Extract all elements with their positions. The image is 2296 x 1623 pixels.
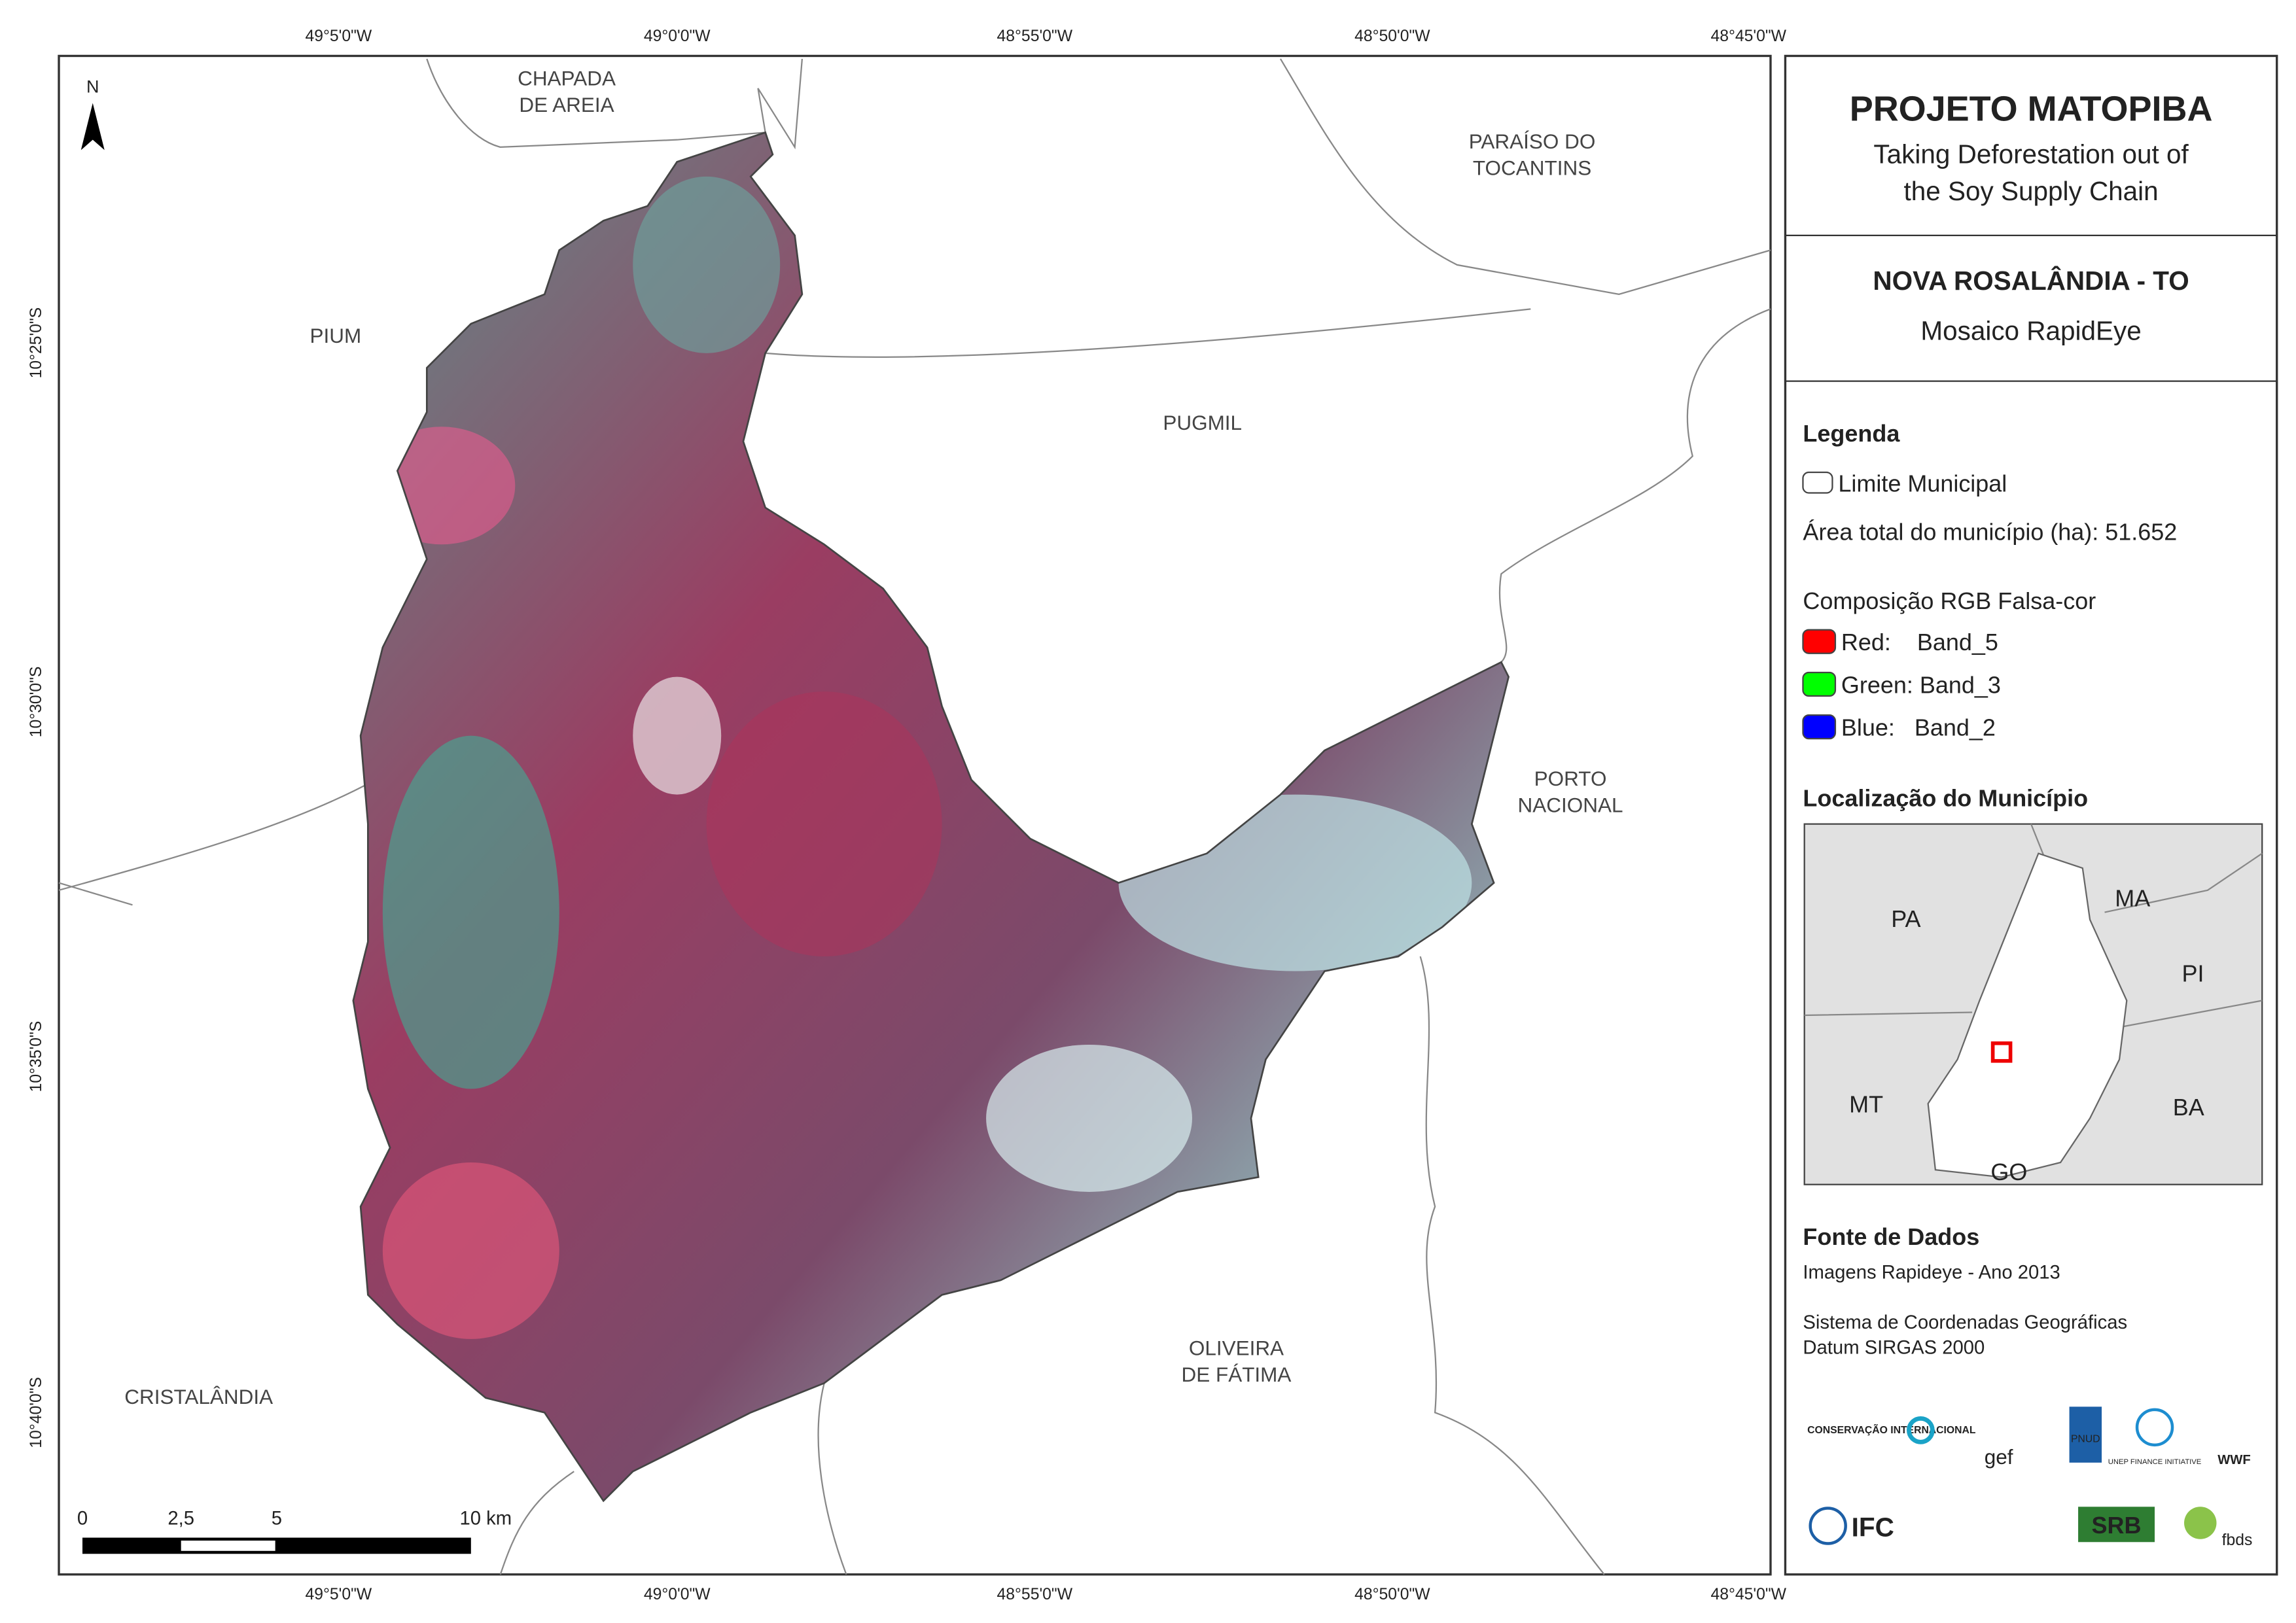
scale-bar: 0 2,5 5 10 km (77, 1508, 512, 1554)
boundaries (58, 58, 1771, 1575)
locator-label: BA (2173, 1094, 2204, 1121)
grid-label: 49°0'0"W (644, 27, 711, 45)
logo: CONSERVAÇÃO INTERNACIONAL (1807, 1423, 1976, 1436)
locator-label: MT (1849, 1091, 1883, 1117)
source-text: Imagens Rapideye - Ano 2013 (1803, 1263, 2060, 1283)
band-swatch (1802, 714, 1837, 740)
logo: PNUD (2071, 1433, 2100, 1444)
grid-labels: 49°5'0"W 49°0'0"W 48°55'0"W 48°50'0"W 48… (27, 27, 1787, 1603)
source-text: Sistema de Coordenadas Geográficas (1803, 1312, 2127, 1333)
band-label: Green: Band_3 (1841, 671, 2001, 698)
band-swatch (1802, 671, 1837, 697)
logo: gef (1985, 1445, 2013, 1469)
locator-label: MA (2115, 885, 2150, 912)
grid-label: 10°40'0"S (27, 1377, 45, 1448)
grid-label: 49°5'0"W (305, 27, 372, 45)
grid-label: 48°45'0"W (1710, 27, 1786, 45)
location-title: Localização do Município (1803, 785, 2088, 812)
place-name: CHAPADA (518, 66, 616, 90)
band-swatch (1802, 629, 1837, 654)
logo: UNEP FINANCE INITIATIVE (2108, 1458, 2202, 1466)
locator-map: PA MA PI MT BA GO (1803, 823, 2263, 1185)
grid-label: 10°30'0"S (27, 667, 45, 738)
source-text: Datum SIRGAS 2000 (1803, 1337, 1985, 1358)
scale-label: 0 (77, 1508, 88, 1529)
grid-label: 48°45'0"W (1710, 1586, 1786, 1603)
scale-label: 5 (272, 1508, 282, 1529)
place-name: PORTO (1534, 767, 1607, 790)
place-name: CRISTALÂNDIA (124, 1385, 273, 1408)
mosaic: Mosaico RapidEye (1920, 316, 2141, 346)
grid-label: 49°5'0"W (305, 1586, 372, 1603)
place-name: OLIVEIRA (1189, 1336, 1284, 1360)
logo: SRB (2092, 1512, 2142, 1539)
place-name: PUGMIL (1163, 411, 1242, 434)
composition: Composição RGB Falsa-cor (1803, 587, 2096, 614)
logo: IFC (1852, 1512, 1894, 1542)
grid-label: 49°0'0"W (644, 1586, 711, 1603)
grid-label: 48°50'0"W (1354, 27, 1430, 45)
place-name: PIUM (310, 324, 362, 347)
logos: CONSERVAÇÃO INTERNACIONAL gef PNUD UNEP … (1807, 1406, 2253, 1549)
place-name: NACIONAL (1518, 794, 1623, 817)
grid-label: 48°55'0"W (997, 1586, 1073, 1603)
grid-label: 48°50'0"W (1354, 1586, 1430, 1603)
band-label: Blue: Band_2 (1841, 714, 1996, 741)
place-name: TOCANTINS (1473, 156, 1591, 180)
panel-subtitle: the Soy Supply Chain (1903, 176, 2158, 206)
panel-title: PROJETO MATOPIBA (1850, 89, 2213, 128)
locator-label: PA (1891, 905, 1920, 932)
side-panel: PROJETO MATOPIBA Taking Deforestation ou… (1784, 54, 2278, 1576)
place-names: CHAPADA DE AREIA PARAÍSO DO TOCANTINS PI… (124, 66, 1623, 1408)
place-name: DE FÁTIMA (1181, 1363, 1291, 1386)
legend-title: Legenda (1803, 420, 1900, 447)
locator-label: PI (2182, 960, 2204, 986)
place-name: PARAÍSO DO (1469, 130, 1596, 153)
scale-label: 10 km (459, 1508, 512, 1529)
source-title: Fonte de Dados (1803, 1223, 1979, 1250)
scale-label: 2,5 (168, 1508, 194, 1529)
municipality: NOVA ROSALÂNDIA - TO (1873, 266, 2189, 296)
grid-label: 10°35'0"S (27, 1021, 45, 1092)
band-label: Red: Band_5 (1841, 629, 1998, 655)
place-name: DE AREIA (519, 93, 614, 116)
grid-label: 48°55'0"W (997, 27, 1073, 45)
legend-item: Limite Municipal (1838, 470, 2007, 497)
grid-label: 10°25'0"S (27, 307, 45, 379)
band-legend: Red: Band_5 Green: Band_3 Blue: Band_2 (1802, 629, 2001, 741)
area: Área total do município (ha): 51.652 (1803, 519, 2177, 546)
logo: fbds (2222, 1531, 2253, 1549)
north-label: N (86, 77, 99, 97)
panel-subtitle: Taking Deforestation out of (1873, 139, 2189, 169)
locator-label: GO (1990, 1159, 2027, 1185)
logo: WWF (2217, 1453, 2251, 1467)
north-arrow: N (80, 77, 105, 150)
